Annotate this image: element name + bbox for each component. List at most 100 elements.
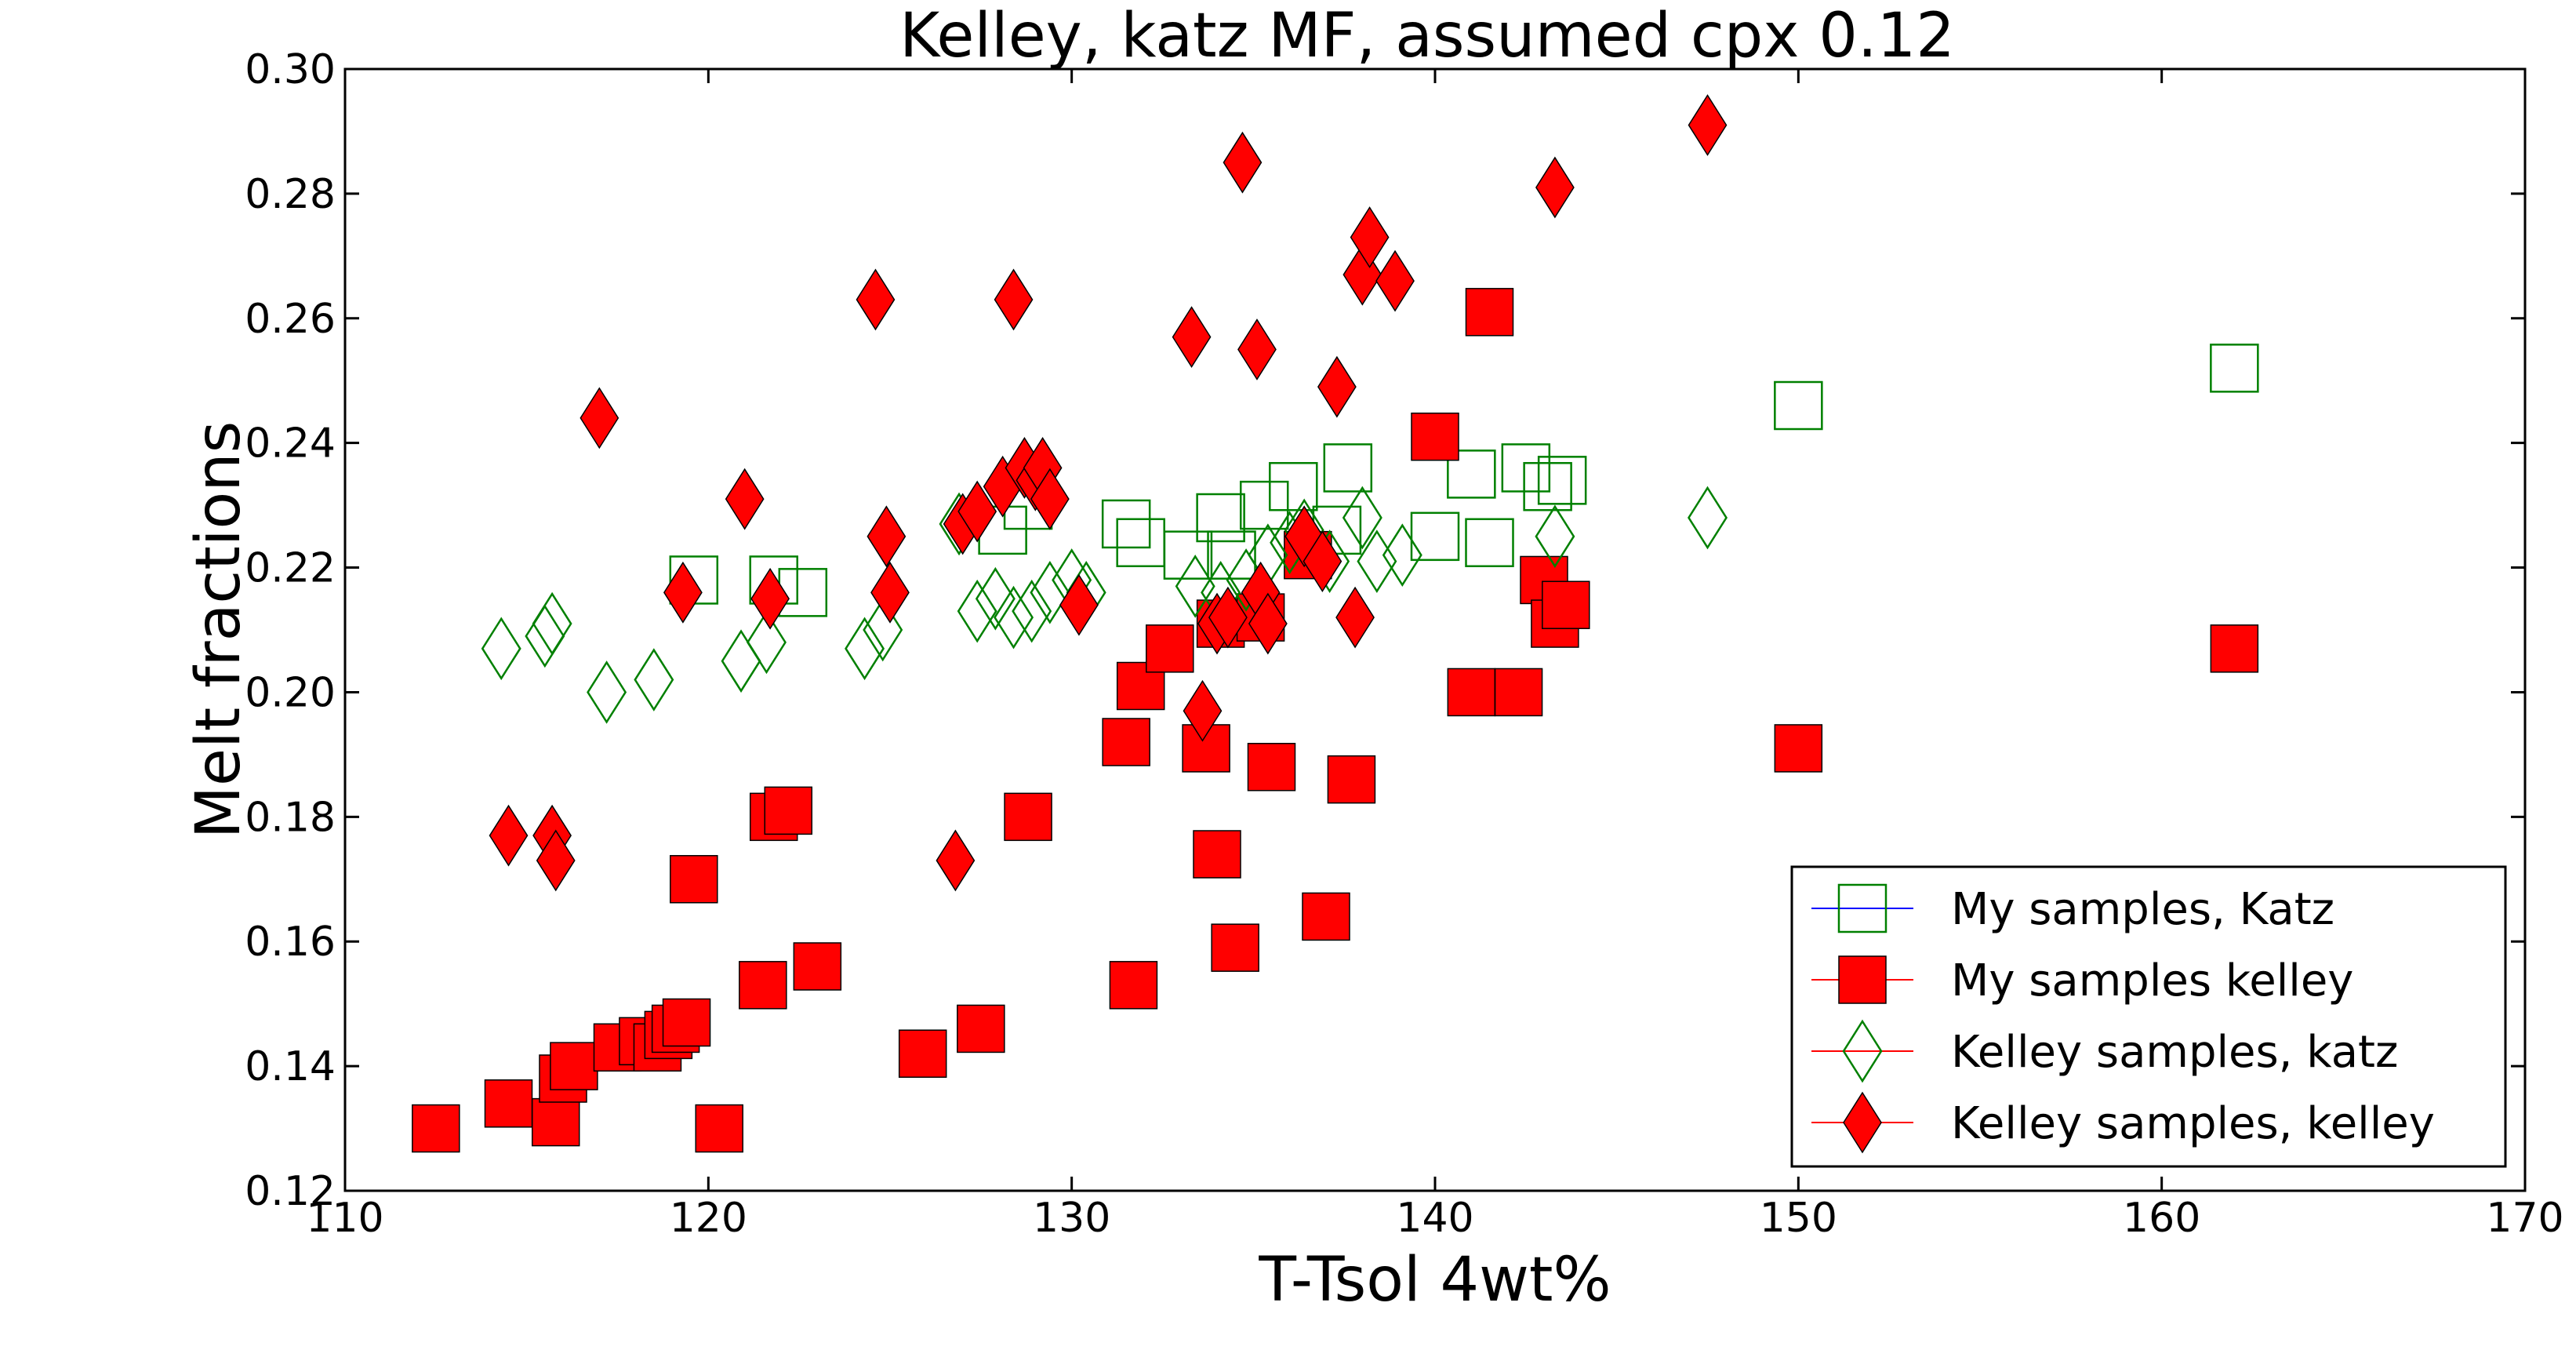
data-point <box>481 617 521 681</box>
data-point <box>1012 579 1052 643</box>
data-point <box>1239 480 1289 530</box>
data-point <box>867 505 907 568</box>
data-point <box>739 961 787 1010</box>
legend-label: My samples kelley <box>1951 955 2353 1006</box>
data-point <box>1523 462 1572 511</box>
data-point <box>957 579 997 643</box>
data-point <box>531 1097 580 1147</box>
data-point <box>1494 668 1543 717</box>
data-point <box>764 786 813 835</box>
data-point <box>793 942 842 991</box>
legend-entry: My samples kelley <box>1811 955 2353 1006</box>
data-point <box>1172 306 1212 369</box>
data-point <box>1030 468 1070 530</box>
data-point <box>1465 288 1514 337</box>
legend-label: My samples, Katz <box>1951 884 2334 935</box>
y-axis-label: Melt fractions <box>183 421 254 839</box>
data-point <box>898 1029 947 1078</box>
data-point <box>725 468 765 530</box>
data-point <box>856 268 896 331</box>
y-tick-label: 0.18 <box>245 794 336 841</box>
y-tick-label: 0.22 <box>245 545 336 592</box>
data-point <box>845 617 885 681</box>
data-point <box>1196 493 1245 543</box>
y-tick-label: 0.14 <box>245 1043 336 1090</box>
data-point <box>863 598 903 662</box>
legend-marker <box>1842 1019 1883 1083</box>
data-point <box>778 568 828 617</box>
y-tick-label: 0.12 <box>245 1168 336 1215</box>
data-point <box>489 804 529 867</box>
data-point <box>536 829 576 892</box>
data-point <box>2210 624 2259 673</box>
y-tick-label: 0.30 <box>245 46 336 93</box>
legend-label: Kelley samples, katz <box>1951 1027 2398 1078</box>
data-point <box>975 566 1016 631</box>
data-point <box>1535 504 1575 569</box>
y-tick-label: 0.28 <box>245 171 336 218</box>
data-point <box>1774 380 1823 431</box>
legend-entry: Kelley samples, kelley <box>1811 1091 2435 1154</box>
legend-entry: My samples, Katz <box>1811 883 2334 935</box>
series-square-open <box>669 344 2259 617</box>
data-point <box>695 1104 743 1153</box>
legend-marker <box>1843 1091 1882 1154</box>
data-point <box>663 561 703 624</box>
legend-label: Kelley samples, kelley <box>1951 1098 2435 1149</box>
data-point <box>1410 511 1460 562</box>
data-point <box>1303 530 1342 593</box>
data-point <box>746 610 787 675</box>
data-point <box>525 604 565 668</box>
y-tick-label: 0.26 <box>245 296 336 343</box>
data-point <box>957 480 997 543</box>
x-axis-label: T-Tsol 4wt% <box>1258 1245 1611 1315</box>
data-point <box>1059 573 1099 636</box>
data-point <box>670 855 718 904</box>
data-point <box>1447 668 1496 717</box>
axis-ticks: 110 120 130 140 150 160 170 0.12 0.14 0.16 0.18 0.2… <box>245 46 2563 1242</box>
data-point <box>1269 462 1318 511</box>
data-point <box>1535 156 1575 219</box>
x-tick-label: 110 <box>306 1195 383 1242</box>
data-point <box>1501 443 1551 493</box>
data-point <box>662 998 711 1047</box>
data-point <box>936 829 976 892</box>
legend-frame <box>1790 865 2507 1168</box>
data-point <box>1382 523 1422 588</box>
data-point <box>750 567 790 630</box>
data-point <box>1248 592 1288 655</box>
data-point <box>532 591 572 656</box>
data-point <box>957 1004 1005 1053</box>
chart-title: Kelley, katz MF, assumed cpx 0.12 <box>899 1 1955 71</box>
data-point <box>1208 586 1248 649</box>
data-point <box>580 387 619 449</box>
data-point <box>870 561 910 624</box>
data-point <box>1447 449 1496 499</box>
data-point <box>1116 518 1165 568</box>
y-tick-label: 0.16 <box>245 919 336 966</box>
y-tick-label: 0.24 <box>245 420 336 468</box>
data-point <box>1411 412 1459 461</box>
x-tick-label: 140 <box>1396 1195 1473 1242</box>
data-point <box>1688 94 1728 156</box>
data-point <box>1542 580 1590 629</box>
x-tick-label: 130 <box>1033 1195 1110 1242</box>
x-tick-label: 170 <box>2486 1195 2563 1242</box>
data-point <box>634 648 674 711</box>
data-point <box>484 1079 533 1128</box>
data-point <box>1774 724 1823 773</box>
data-point <box>1688 486 1728 550</box>
data-point <box>721 629 761 693</box>
data-point <box>2210 344 2259 393</box>
data-point <box>1342 486 1382 550</box>
data-marks <box>412 94 2259 1153</box>
data-point <box>1350 206 1390 268</box>
legend-items: My samples, Katz My samples kelley Kelley … <box>1811 883 2435 1154</box>
data-point <box>1465 518 1514 568</box>
legend-marker <box>1837 883 1887 933</box>
data-point <box>994 585 1034 650</box>
legend: My samples, Katz My samples kelley Kelley … <box>1790 865 2507 1168</box>
data-point <box>1146 624 1194 673</box>
data-point <box>1211 923 1259 972</box>
